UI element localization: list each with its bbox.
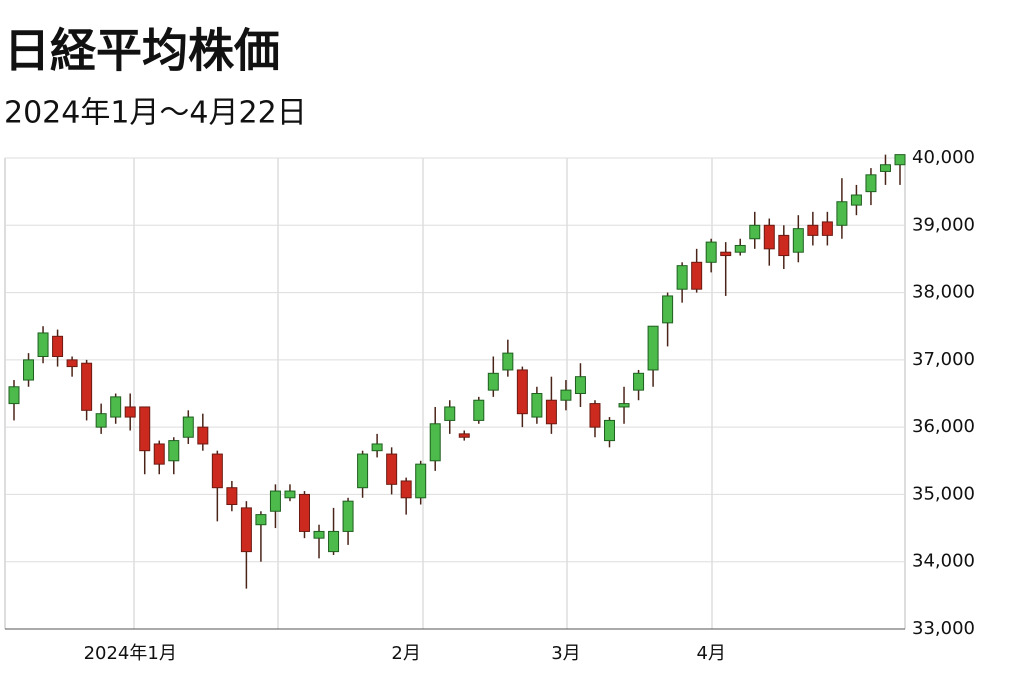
candle-body [415,463,427,499]
y-tick-label: 35,000 [912,483,975,504]
x-tick-label: 2月 [391,643,420,664]
candle-body [211,453,223,489]
candle-body [153,443,165,465]
candle-body [313,530,325,539]
candle-body [502,352,514,371]
candle-body [298,493,310,532]
candle-body [124,406,136,418]
candle-body [400,480,412,499]
candle-body [240,507,252,553]
candle-body [589,403,601,428]
candle-body [894,154,906,166]
candle-body [821,221,833,236]
candle-body [763,224,775,250]
candle-body [182,416,194,438]
y-tick-label: 34,000 [912,551,975,572]
chart-title: 日経平均株価 [4,24,280,78]
y-tick-label: 38,000 [912,282,975,303]
candle-body [37,332,49,357]
candle-body [23,359,35,381]
candle-body [444,406,456,421]
candle-body [473,399,485,421]
candle-body [81,362,93,411]
y-tick-label: 37,000 [912,349,975,370]
candle-body [836,201,848,226]
candle-body [778,234,790,257]
x-tick-label: 4月 [696,643,725,664]
candle-body [342,500,354,532]
candle-body [618,403,630,408]
x-tick-label: 2024年1月 [84,643,177,664]
candle-body [865,174,877,193]
candle-body [560,389,572,401]
candle-body [52,335,64,357]
candle-body [95,413,107,428]
candle-body [604,419,616,442]
candle-body [691,261,703,290]
candle-body [734,244,746,253]
candle-body [807,224,819,236]
candle-body [574,376,586,394]
candle-body [749,224,761,240]
candle-body [792,228,804,253]
candle-body [328,530,340,553]
y-tick-label: 33,000 [912,618,975,639]
candle-body [110,396,122,418]
candle-body [879,164,891,172]
candle-body [633,372,645,391]
y-tick-label: 40,000 [912,147,975,168]
chart-subtitle: 2024年1月～4月22日 [4,96,307,131]
candle-body [516,369,528,415]
candle-body [8,386,20,405]
y-tick-label: 36,000 [912,416,975,437]
candle-body [386,453,398,485]
candle-body [269,490,281,512]
candle-body [705,241,717,263]
candle-body [371,443,383,452]
candle-body [676,265,688,290]
candle-body [662,295,674,324]
candle-body [168,440,180,462]
candle-body [139,406,151,452]
candle-body [487,372,499,391]
candle-body [458,433,470,438]
candle-body [357,453,369,489]
candle-body [284,490,296,499]
candle-body [226,487,238,506]
candle-body [545,399,557,425]
candle-body [66,359,78,368]
y-tick-label: 39,000 [912,214,975,235]
candle-body [647,325,659,371]
candle-body [429,423,441,462]
candle-body [197,426,209,445]
candle-body [531,393,543,418]
x-tick-label: 3月 [551,643,580,664]
candle-body [720,251,732,257]
candle-body [850,194,862,206]
candle-body [255,514,267,526]
